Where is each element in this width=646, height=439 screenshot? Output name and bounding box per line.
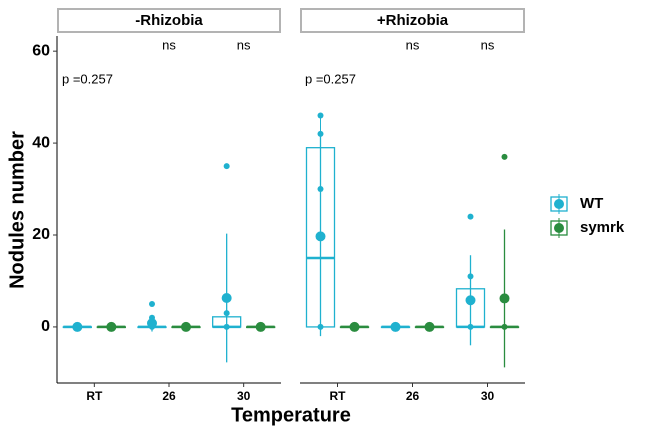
annotation: p =0.257 [305, 71, 356, 86]
mean-point [72, 321, 83, 332]
data-point [223, 163, 230, 170]
strip-label: -Rhizobia [135, 12, 203, 29]
strip [300, 8, 525, 33]
legend-label: WT [580, 195, 603, 212]
mean-point [147, 318, 157, 329]
mean-point [255, 321, 266, 332]
data-point [501, 153, 508, 160]
x-axis-title: Temperature [231, 404, 351, 426]
data-point [317, 112, 324, 119]
mean-point [315, 231, 326, 242]
x-tick-label: RT [86, 389, 103, 403]
data-point [317, 130, 324, 137]
x-tick-label: 26 [162, 389, 176, 403]
mean-point [390, 321, 401, 332]
signif-label: ns [406, 37, 420, 52]
y-tick-label: 0 [41, 318, 50, 335]
y-tick-label: 60 [32, 42, 50, 59]
y-axis-title: Nodules number [6, 131, 28, 289]
signif-label: ns [237, 37, 251, 52]
y-tick-label: 40 [32, 134, 50, 151]
strip-label: +Rhizobia [377, 12, 449, 29]
mean-point [349, 321, 360, 332]
mean-point [106, 321, 117, 332]
mean-point [181, 321, 191, 332]
x-tick-label: 30 [481, 389, 495, 403]
data-point [149, 300, 155, 307]
data-point [467, 213, 474, 220]
mean-point [424, 321, 435, 332]
x-tick-label: 30 [237, 389, 251, 403]
legend-label: symrk [580, 219, 625, 236]
mean-point [221, 292, 232, 303]
annotation: p =0.257 [62, 71, 113, 86]
signif-label: ns [162, 37, 176, 52]
signif-label: ns [481, 37, 495, 52]
legend-key-point [554, 223, 564, 233]
mean-point [465, 295, 476, 306]
strip [57, 8, 281, 33]
y-tick-label: 20 [32, 226, 50, 243]
mean-point [499, 293, 510, 304]
x-tick-label: 26 [406, 389, 420, 403]
legend-key-point [554, 199, 564, 209]
x-tick-label: RT [330, 389, 347, 403]
